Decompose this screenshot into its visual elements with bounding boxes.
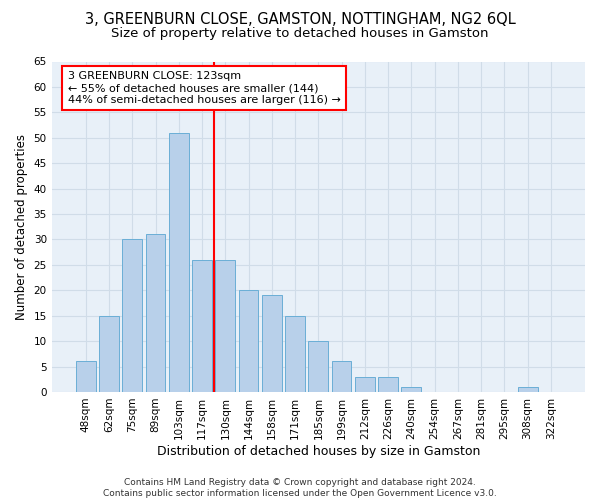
Text: Size of property relative to detached houses in Gamston: Size of property relative to detached ho… (111, 28, 489, 40)
Bar (378, 376, 398, 392)
Text: Contains HM Land Registry data © Crown copyright and database right 2024.
Contai: Contains HM Land Registry data © Crown c… (103, 478, 497, 498)
Bar (239, 290, 259, 392)
Bar (146, 234, 166, 392)
Bar (99, 316, 119, 392)
Bar (308, 341, 328, 392)
Y-axis label: Number of detached properties: Number of detached properties (15, 134, 28, 320)
Bar (285, 316, 305, 392)
X-axis label: Distribution of detached houses by size in Gamston: Distribution of detached houses by size … (157, 444, 480, 458)
Bar (262, 296, 282, 392)
Bar (215, 260, 235, 392)
Bar (332, 362, 352, 392)
Bar (122, 240, 142, 392)
Bar (169, 132, 188, 392)
Bar (355, 376, 375, 392)
Bar (76, 362, 95, 392)
Bar (192, 260, 212, 392)
Text: 3, GREENBURN CLOSE, GAMSTON, NOTTINGHAM, NG2 6QL: 3, GREENBURN CLOSE, GAMSTON, NOTTINGHAM,… (85, 12, 515, 28)
Bar (518, 387, 538, 392)
Text: 3 GREENBURN CLOSE: 123sqm
← 55% of detached houses are smaller (144)
44% of semi: 3 GREENBURN CLOSE: 123sqm ← 55% of detac… (68, 72, 341, 104)
Bar (401, 387, 421, 392)
